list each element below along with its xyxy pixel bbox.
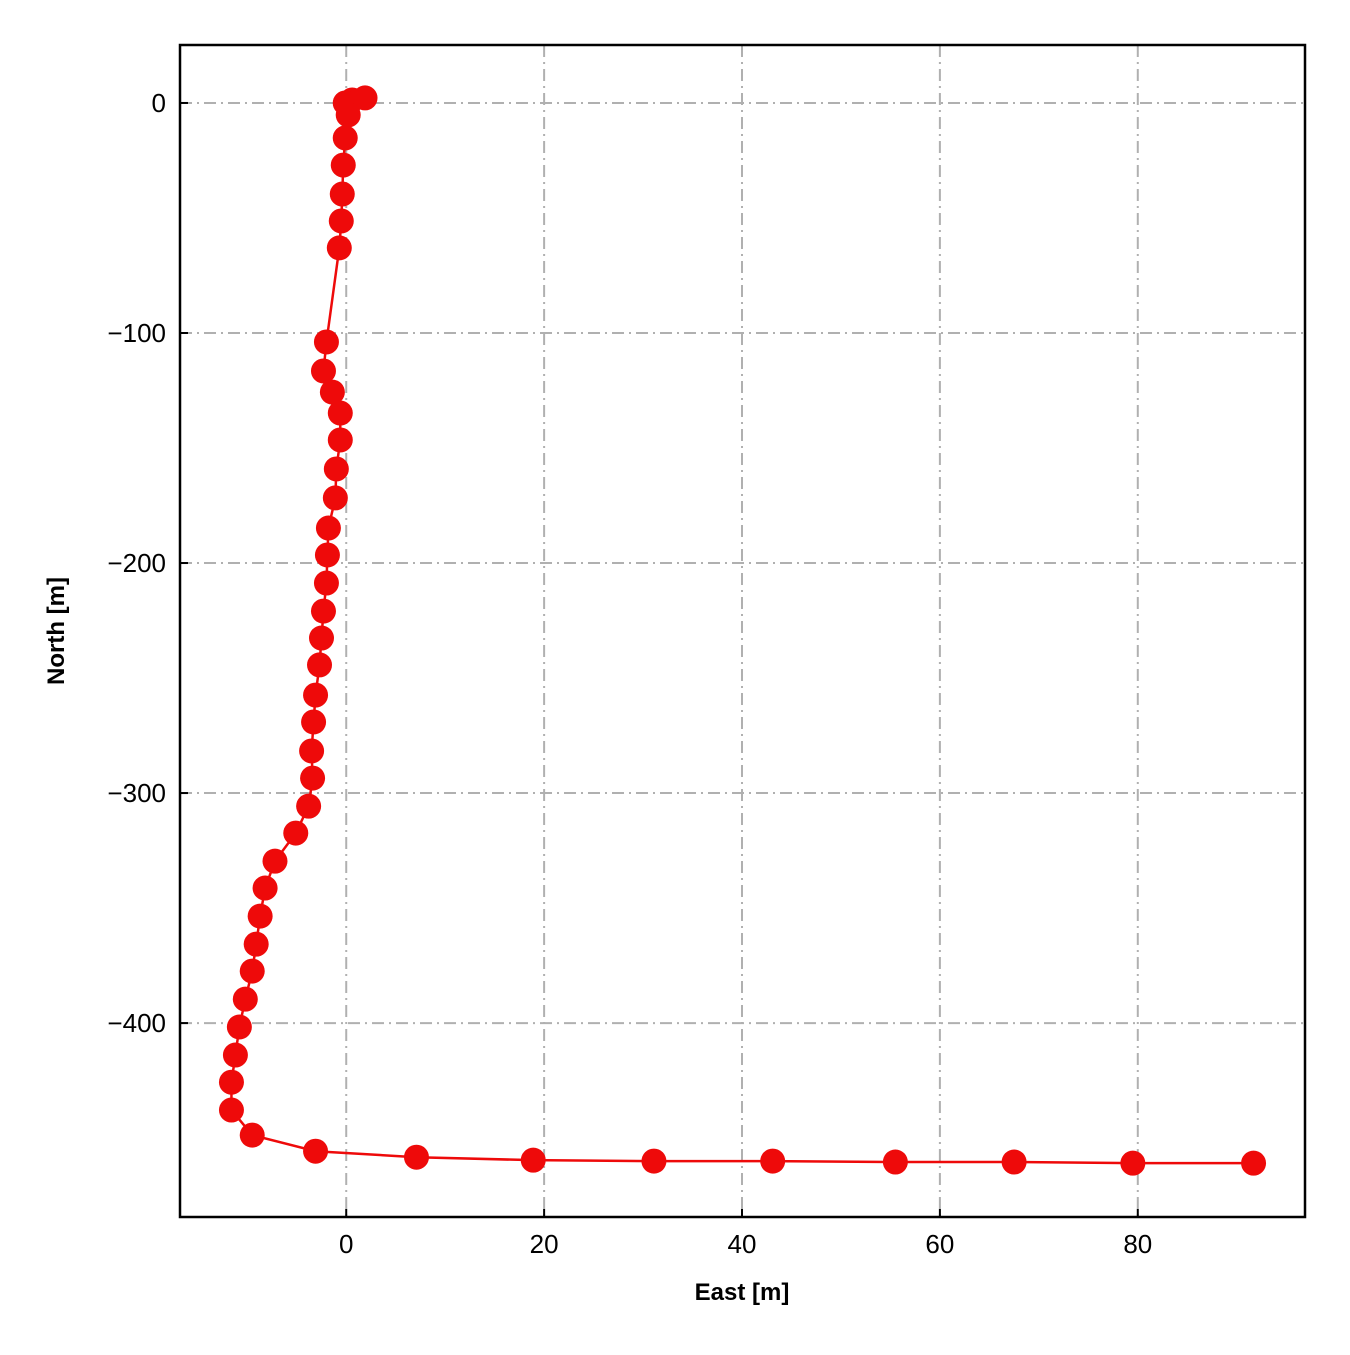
point — [252, 875, 278, 901]
point — [218, 1097, 244, 1123]
x-tick-label: 0 — [339, 1229, 353, 1259]
point — [1001, 1149, 1027, 1175]
point — [760, 1148, 786, 1174]
point — [307, 652, 333, 678]
point — [232, 986, 258, 1012]
point — [332, 125, 358, 151]
y-tick-label: −400 — [107, 1008, 166, 1038]
point — [1241, 1150, 1267, 1176]
point — [301, 709, 327, 735]
point — [327, 427, 353, 453]
point — [315, 515, 341, 541]
point — [262, 848, 288, 874]
point — [296, 793, 322, 819]
point — [319, 379, 345, 405]
point — [335, 102, 361, 128]
point — [403, 1144, 429, 1170]
point — [328, 208, 354, 234]
point — [329, 181, 355, 207]
point — [308, 625, 334, 651]
point — [326, 235, 352, 261]
x-tick-label: 60 — [925, 1229, 954, 1259]
point — [303, 682, 329, 708]
y-tick-label: −200 — [107, 548, 166, 578]
point — [327, 400, 353, 426]
point — [226, 1014, 252, 1040]
point — [323, 456, 349, 482]
point — [322, 485, 348, 511]
point — [218, 1069, 244, 1095]
point — [303, 1138, 329, 1164]
point — [641, 1148, 667, 1174]
x-tick-label: 80 — [1123, 1229, 1152, 1259]
point — [310, 358, 336, 384]
point — [520, 1147, 546, 1173]
point — [299, 738, 325, 764]
point — [243, 931, 269, 957]
x-tick-label: 40 — [728, 1229, 757, 1259]
point — [310, 598, 336, 624]
y-tick-label: −300 — [107, 778, 166, 808]
point — [882, 1149, 908, 1175]
point — [239, 958, 265, 984]
plot-frame — [178, 43, 1307, 1219]
x-axis-label: East [m] — [695, 1279, 790, 1306]
point — [247, 903, 273, 929]
point — [239, 1122, 265, 1148]
point — [314, 542, 340, 568]
y-axis-label: North [m] — [43, 577, 70, 685]
point — [283, 820, 309, 846]
y-tick-label: 0 — [152, 88, 166, 118]
x-tick-label: 20 — [530, 1229, 559, 1259]
y-tick-label: −100 — [107, 318, 166, 348]
point — [313, 570, 339, 596]
point — [313, 329, 339, 355]
point — [222, 1042, 248, 1068]
point — [330, 152, 356, 178]
point — [1120, 1150, 1146, 1176]
point — [300, 765, 326, 791]
